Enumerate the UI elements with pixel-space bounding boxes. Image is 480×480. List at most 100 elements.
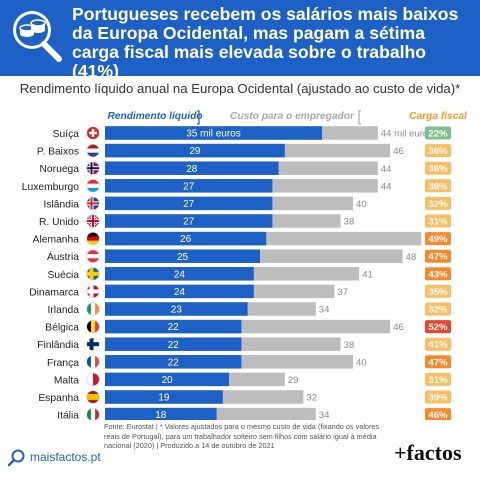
country-label: Espanha xyxy=(38,393,79,404)
chart-subtitle: Rendimento líquido anual na Europa Ocide… xyxy=(19,81,461,96)
table-row: França 22 40 47% xyxy=(47,355,451,369)
table-row: Itália 18 34 46% xyxy=(57,407,451,420)
legend-net-bracket xyxy=(197,110,200,125)
tax-badge xyxy=(425,126,451,140)
net-bar xyxy=(105,214,273,228)
tax-badge xyxy=(425,337,451,351)
country-label: Bélgica xyxy=(45,323,79,334)
tax-badge xyxy=(425,372,451,386)
net-value-label: 29 xyxy=(189,146,201,157)
cost-value-label: 44 xyxy=(381,181,392,192)
tax-badge xyxy=(425,232,451,246)
net-value-label: 18 xyxy=(155,410,167,420)
net-bar xyxy=(105,126,322,140)
table-row: Luxemburgo 27 44 38% xyxy=(22,179,451,193)
table-row: Suécia 24 41 43% xyxy=(48,267,451,281)
net-bar xyxy=(105,231,267,246)
table-row: Finlândia 22 38 41% xyxy=(37,337,451,351)
cost-value-label: 34 xyxy=(319,410,330,420)
net-bar xyxy=(105,284,254,299)
country-label: Dinamarca xyxy=(29,287,79,298)
tax-value-label: 43% xyxy=(428,269,448,280)
net-value-label: 22 xyxy=(168,357,180,368)
cost-value-label: 46 xyxy=(393,322,404,333)
factos-logo: +factos xyxy=(394,440,462,465)
coins-magnifier-icon xyxy=(13,11,62,62)
tax-value-label: 41% xyxy=(428,340,448,351)
cost-value-label: 38 xyxy=(344,340,355,351)
net-value-label: 24 xyxy=(174,269,186,280)
tax-value-label: 52% xyxy=(428,322,448,333)
country-label: Suíça xyxy=(53,129,80,140)
net-bar xyxy=(105,407,217,420)
table-row: Bélgica 22 46 52% xyxy=(45,319,451,334)
tax-value-label: 47% xyxy=(428,357,448,368)
tax-badge xyxy=(425,214,451,228)
net-bar xyxy=(105,319,242,334)
table-row: Malta 20 29 31% xyxy=(54,372,451,387)
net-value-label: 23 xyxy=(171,305,183,316)
net-value-label: 22 xyxy=(168,322,180,333)
chart-title: Portugueses recebem os salários mais bai… xyxy=(72,4,459,81)
net-bar xyxy=(105,337,242,351)
cost-value-label: 48 xyxy=(406,252,417,263)
tax-value-label: 31% xyxy=(428,375,448,386)
net-bar xyxy=(105,179,273,193)
brand-badge[interactable]: maisfactos.pt xyxy=(8,448,101,468)
table-row: R. Unido 27 38 31% xyxy=(39,214,451,228)
net-bar xyxy=(105,267,254,281)
tax-value-label: 36% xyxy=(428,164,448,175)
net-bar xyxy=(105,390,223,404)
cost-value-label: 40 xyxy=(356,357,367,368)
table-row: P. Baixos 29 46 36% xyxy=(37,143,451,158)
legend-cost-bracket xyxy=(358,110,361,125)
net-bar xyxy=(105,143,285,158)
net-value-label: 26 xyxy=(180,234,192,245)
cost-value-label: 29 xyxy=(288,375,299,386)
tax-badge xyxy=(425,302,451,316)
country-label: Itália xyxy=(57,411,79,420)
table-row: Alemanha265149% xyxy=(33,231,451,246)
country-label: Malta xyxy=(54,375,79,386)
net-value-label: 24 xyxy=(174,287,186,298)
cost-value-label: 46 xyxy=(393,146,404,157)
cost-value-label: 41 xyxy=(362,269,373,280)
net-bar xyxy=(105,372,229,387)
brand-link[interactable]: maisfactos.pt xyxy=(30,450,101,464)
tax-badge xyxy=(425,161,451,175)
tax-value-label: 47% xyxy=(428,252,448,263)
country-label: Noruega xyxy=(40,164,80,175)
country-label: Islândia xyxy=(44,199,80,210)
net-value-label: 19 xyxy=(158,393,170,404)
country-label: Alemanha xyxy=(33,235,80,246)
country-label: Suécia xyxy=(48,270,80,281)
net-bar xyxy=(105,249,260,263)
tax-badge xyxy=(425,284,451,298)
magnifier-icon xyxy=(8,449,25,467)
tax-badge xyxy=(425,179,451,193)
tax-badge xyxy=(425,196,451,210)
table-row: Islândia 27 40 32% xyxy=(44,196,451,210)
cost-value-label: 44 mil euros xyxy=(381,129,433,140)
net-bar xyxy=(105,355,242,369)
tax-value-label: 22% xyxy=(428,129,448,140)
header-bar: Portugueses recebem os salários mais bai… xyxy=(0,0,480,81)
table-row: Espanha 19 32 39% xyxy=(38,390,451,404)
cost-value-label: 32 xyxy=(306,393,317,404)
country-label: França xyxy=(47,358,79,369)
tax-value-label: 46% xyxy=(428,410,448,420)
tax-badge xyxy=(425,267,451,281)
table-row: Irlanda 23 34 32% xyxy=(48,302,451,316)
table-row: Áustria 25 48 47% xyxy=(47,249,451,263)
source-note: Fonte: Eurostat | * Valores ajustados pa… xyxy=(104,422,380,451)
net-value-label: 22 xyxy=(168,340,180,351)
cost-value-label: 34 xyxy=(319,305,330,316)
net-value-label: 27 xyxy=(183,199,195,210)
country-label: Finlândia xyxy=(37,340,79,351)
legend-cost-label: Custo para o empregador xyxy=(230,111,355,122)
tax-value-label: 39% xyxy=(428,393,448,404)
net-value-label: 25 xyxy=(177,252,189,263)
table-row: Dinamarca 24 37 35% xyxy=(29,284,451,299)
tax-badge xyxy=(425,144,451,158)
